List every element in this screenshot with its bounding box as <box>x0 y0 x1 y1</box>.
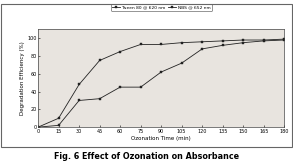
Legend: Tween 80 @ 620 nm, NBS @ 652 nm: Tween 80 @ 620 nm, NBS @ 652 nm <box>111 4 212 11</box>
Y-axis label: Degradation Efficiency (%): Degradation Efficiency (%) <box>20 41 25 115</box>
NBS @ 652 nm <box>57 124 60 126</box>
NBS @ 652 nm <box>180 62 183 64</box>
Tween 80 @ 620 nm <box>221 40 224 42</box>
NBS @ 652 nm <box>36 126 40 128</box>
Line: Tween 80 @ 620 nm: Tween 80 @ 620 nm <box>37 38 285 128</box>
NBS @ 652 nm <box>200 48 204 50</box>
NBS @ 652 nm <box>118 86 122 88</box>
NBS @ 652 nm <box>98 98 101 100</box>
Tween 80 @ 620 nm <box>282 38 286 40</box>
Tween 80 @ 620 nm <box>36 126 40 128</box>
Tween 80 @ 620 nm <box>241 39 245 41</box>
Tween 80 @ 620 nm <box>77 83 81 85</box>
Tween 80 @ 620 nm <box>57 117 60 119</box>
NBS @ 652 nm <box>221 44 224 46</box>
Tween 80 @ 620 nm <box>118 51 122 52</box>
X-axis label: Ozonation Time (min): Ozonation Time (min) <box>131 136 191 141</box>
NBS @ 652 nm <box>282 39 286 41</box>
Tween 80 @ 620 nm <box>262 39 265 41</box>
Tween 80 @ 620 nm <box>200 41 204 43</box>
NBS @ 652 nm <box>159 71 163 73</box>
Tween 80 @ 620 nm <box>159 44 163 45</box>
Text: Fig. 6 Effect of Ozonation on Absorbance: Fig. 6 Effect of Ozonation on Absorbance <box>54 152 239 161</box>
NBS @ 652 nm <box>139 86 142 88</box>
Tween 80 @ 620 nm <box>98 59 101 61</box>
NBS @ 652 nm <box>262 40 265 42</box>
NBS @ 652 nm <box>77 99 81 101</box>
Tween 80 @ 620 nm <box>139 44 142 45</box>
Tween 80 @ 620 nm <box>180 42 183 44</box>
Line: NBS @ 652 nm: NBS @ 652 nm <box>37 39 285 128</box>
NBS @ 652 nm <box>241 42 245 44</box>
